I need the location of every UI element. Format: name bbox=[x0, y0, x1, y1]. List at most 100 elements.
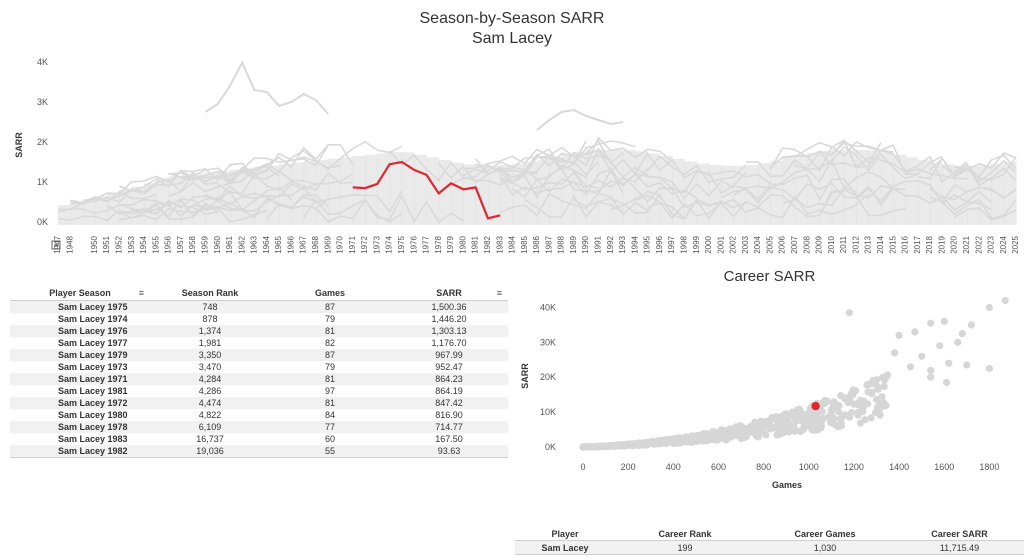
table-row[interactable]: Sam Lacey 1976 1,374 81 1,303.13 bbox=[10, 325, 508, 337]
background-density-band bbox=[856, 150, 870, 225]
career-scatter-chart[interactable]: 0 200 400 600 800 1000 1200 1400 1600 1800 0K 10K 20… bbox=[515, 288, 1024, 498]
scatter-point bbox=[768, 424, 776, 433]
y-tick-label: 0K bbox=[37, 217, 48, 227]
column-header-games[interactable]: Games bbox=[270, 286, 390, 301]
x-tick-label: 1950 bbox=[90, 235, 99, 253]
column-header-player[interactable]: Player bbox=[515, 528, 615, 541]
cell-career-sarr: 11,715.49 bbox=[895, 540, 1024, 555]
scatter-point bbox=[772, 413, 781, 421]
scatter-point bbox=[737, 433, 746, 441]
scatter-point bbox=[747, 428, 755, 436]
series-line-sam-lacey[interactable] bbox=[352, 160, 501, 220]
x-tick-label: 2004 bbox=[753, 235, 762, 253]
table-row[interactable]: Sam Lacey 1982 19,036 55 93.63 bbox=[10, 445, 508, 458]
scatter-point bbox=[762, 431, 770, 439]
scatter-point bbox=[775, 424, 783, 432]
x-tick-label: 1998 bbox=[680, 235, 689, 253]
y-tick-label: 20K bbox=[540, 372, 556, 382]
y-tick-label: 30K bbox=[540, 337, 556, 347]
scatter-point bbox=[674, 439, 682, 447]
background-density-band bbox=[524, 161, 538, 225]
scatter-point bbox=[866, 380, 874, 388]
background-density-band bbox=[156, 177, 170, 225]
table-row[interactable]: Sam Lacey 1974 878 79 1,446.20 bbox=[10, 313, 508, 325]
x-tick-label: 600 bbox=[711, 462, 726, 472]
scatter-point bbox=[936, 342, 944, 350]
scatter-point bbox=[830, 414, 838, 422]
background-density-band bbox=[217, 171, 231, 225]
scatter-point bbox=[927, 366, 935, 374]
x-tick-label: 2009 bbox=[815, 235, 824, 253]
background-density-band bbox=[819, 150, 833, 225]
scatter-point bbox=[757, 423, 765, 431]
table-row[interactable]: Sam Lacey 1973 3,470 79 952.47 bbox=[10, 361, 508, 373]
column-header-career-games[interactable]: Career Games bbox=[755, 528, 895, 541]
table-row[interactable]: Sam Lacey 1971 4,284 81 864.23 bbox=[10, 373, 508, 385]
background-density-band bbox=[131, 186, 145, 225]
career-table: Player Career Rank Career Games Career S… bbox=[515, 528, 1024, 555]
cell-season-rank: 878 bbox=[202, 314, 218, 324]
line-chart-axes: 0K1K2K3K4K194719481950195119521953195419… bbox=[37, 57, 1020, 254]
season-table-body: Sam Lacey 1975 748 87 1,500.36 Sam Lacey 197… bbox=[10, 300, 508, 458]
table-row[interactable]: Sam Lacey 1979 3,350 87 967.99 bbox=[10, 349, 508, 361]
table-row[interactable]: Sam Lacey 1972 4,474 81 847.42 bbox=[10, 397, 508, 409]
cell-player-season: Sam Lacey 1975 bbox=[10, 300, 150, 313]
background-density-band bbox=[635, 151, 649, 225]
x-tick-label: 1996 bbox=[655, 235, 664, 253]
cell-games: 84 bbox=[324, 410, 335, 420]
background-density-band bbox=[254, 166, 268, 225]
column-header-player-season[interactable]: Player Season ≡ bbox=[10, 286, 150, 301]
scatter-point-sam-lacey[interactable] bbox=[811, 401, 820, 411]
cell-player-season: Sam Lacey 1977 bbox=[58, 338, 128, 348]
cell-season-rank: 3,350 bbox=[150, 349, 270, 361]
scatter-point bbox=[940, 317, 948, 325]
column-header-career-sarr[interactable]: Career SARR bbox=[895, 528, 1024, 541]
cell-player-season: Sam Lacey 1971 bbox=[10, 373, 150, 385]
x-tick-label: 1963 bbox=[250, 235, 259, 253]
x-tick-label: 2002 bbox=[729, 235, 738, 253]
scatter-point bbox=[856, 399, 865, 408]
season-line-chart[interactable]: 0K1K2K3K4K194719481950195119521953195419… bbox=[0, 50, 1024, 268]
scatter-point bbox=[781, 410, 789, 418]
background-density-band bbox=[82, 198, 96, 225]
career-table-row[interactable]: Sam Lacey 199 1,030 11,715.49 bbox=[515, 540, 1024, 555]
expand-icon[interactable] bbox=[51, 240, 61, 250]
cell-player-season: Sam Lacey 1981 bbox=[58, 386, 128, 396]
cell-player-season: Sam Lacey 1976 bbox=[10, 325, 150, 337]
table-row[interactable]: Sam Lacey 1981 4,286 97 864.19 bbox=[10, 385, 508, 397]
x-tick-label: 1961 bbox=[225, 235, 234, 253]
sort-icon[interactable]: ≡ bbox=[496, 288, 502, 298]
background-density-band bbox=[352, 156, 366, 225]
cell-player-season: Sam Lacey 1983 bbox=[58, 434, 128, 444]
column-header-sarr[interactable]: SARR ≡ bbox=[390, 286, 508, 301]
background-density-band bbox=[451, 162, 464, 225]
table-row[interactable]: Sam Lacey 1977 1,981 82 1,176.70 bbox=[10, 337, 508, 349]
background-density-band bbox=[794, 155, 808, 225]
table-row[interactable]: Sam Lacey 1980 4,822 84 816.90 bbox=[10, 409, 508, 421]
background-density-band bbox=[119, 189, 133, 225]
column-header-season-rank[interactable]: Season Rank bbox=[150, 286, 270, 301]
background-density-band bbox=[193, 173, 206, 225]
x-tick-label: 1955 bbox=[151, 235, 160, 253]
scatter-point bbox=[820, 400, 829, 408]
scatter-point bbox=[707, 432, 715, 441]
scatter-point bbox=[876, 411, 884, 419]
background-density-band bbox=[917, 160, 931, 225]
background-density-band bbox=[868, 150, 882, 225]
sort-icon[interactable]: ≡ bbox=[138, 288, 144, 298]
x-tick-label: 1964 bbox=[262, 235, 271, 253]
x-tick-label: 2019 bbox=[937, 235, 946, 253]
table-row[interactable]: Sam Lacey 1983 16,737 60 167.50 bbox=[10, 433, 508, 445]
x-tick-label: 2015 bbox=[888, 235, 897, 253]
scatter-point bbox=[732, 423, 740, 431]
scatter-point bbox=[891, 349, 899, 357]
highlight-player-line[interactable] bbox=[352, 160, 501, 220]
scatter-point bbox=[798, 409, 806, 418]
background-density-band bbox=[672, 158, 685, 225]
background-density-band bbox=[340, 157, 354, 225]
background-density-band bbox=[1003, 161, 1017, 225]
column-header-career-rank[interactable]: Career Rank bbox=[615, 528, 755, 541]
table-row[interactable]: Sam Lacey 1975 748 87 1,500.36 bbox=[10, 300, 508, 313]
highlight-career-point[interactable] bbox=[811, 401, 820, 411]
table-row[interactable]: Sam Lacey 1978 6,109 77 714.77 bbox=[10, 421, 508, 433]
